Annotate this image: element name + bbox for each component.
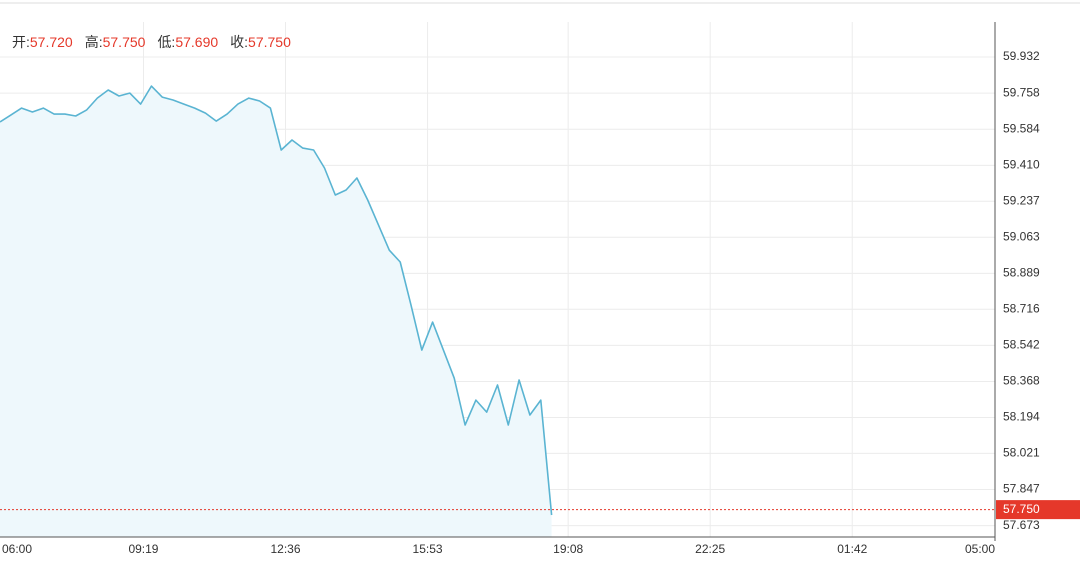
y-tick-label: 58.194	[1003, 410, 1040, 424]
y-tick-label: 59.758	[1003, 85, 1040, 99]
x-tick-label: 06:00	[2, 542, 32, 556]
ohlc-header: 开:57.720 高:57.750 低:57.690 收:57.750	[12, 34, 291, 50]
price-line	[0, 85, 553, 516]
y-tick-label: 59.237	[1003, 193, 1040, 207]
ohlc-label: 低:	[157, 34, 175, 50]
area-fill	[0, 86, 552, 537]
y-tick-label: 57.847	[1003, 482, 1040, 496]
y-tick-label: 59.410	[1003, 157, 1040, 171]
x-tick-label: 05:00	[965, 542, 995, 556]
y-tick-label: 58.021	[1003, 446, 1040, 460]
y-tick-label: 58.368	[1003, 374, 1040, 388]
x-tick-label: 09:19	[128, 542, 158, 556]
x-tick-label: 19:08	[553, 542, 583, 556]
ohlc-value: 57.720	[30, 34, 73, 50]
y-tick-label: 57.673	[1003, 518, 1040, 532]
ohlc-label: 高:	[85, 34, 103, 50]
ohlc-value: 57.690	[175, 34, 218, 50]
y-tick-label: 59.932	[1003, 49, 1040, 63]
x-tick-label: 01:42	[837, 542, 867, 556]
x-tick-label: 15:53	[413, 542, 443, 556]
ohlc-label: 收:	[230, 34, 248, 50]
y-tick-label: 58.716	[1003, 301, 1040, 315]
last-price-box	[996, 500, 1080, 520]
ohlc-value: 57.750	[248, 34, 291, 50]
y-tick-label: 58.889	[1003, 266, 1040, 280]
y-tick-label: 58.542	[1003, 338, 1040, 352]
ohlc-label: 开:	[12, 34, 30, 50]
y-tick-label: 59.584	[1003, 121, 1040, 135]
ohlc-value: 57.750	[103, 34, 146, 50]
x-tick-label: 12:36	[271, 542, 301, 556]
last-price-label: 57.750	[1003, 502, 1040, 516]
x-tick-label: 22:25	[695, 542, 725, 556]
y-tick-label: 59.063	[1003, 229, 1040, 243]
